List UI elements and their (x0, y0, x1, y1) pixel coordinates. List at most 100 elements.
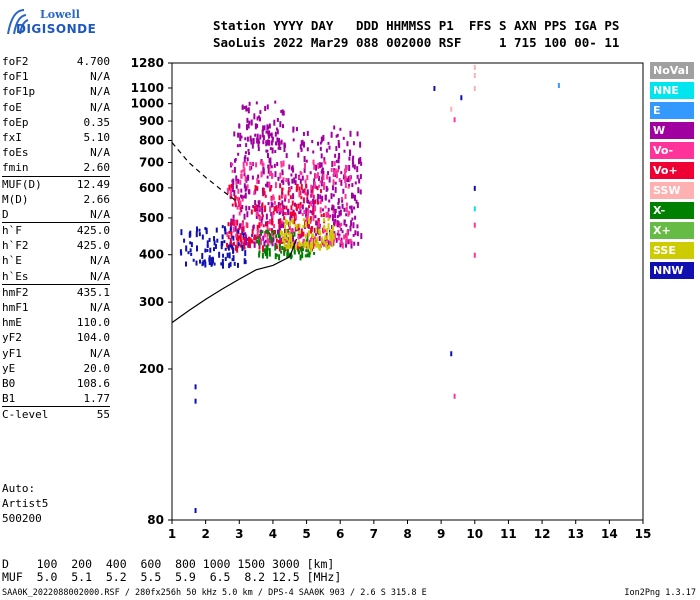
echo-point (347, 185, 350, 189)
echo-point (237, 229, 240, 234)
echo-point (198, 228, 201, 232)
y-tick-label: 600 (139, 181, 164, 195)
echo-point (328, 199, 331, 203)
echo-point (316, 187, 319, 191)
echo-point (302, 231, 305, 237)
echo-point (298, 211, 301, 215)
echo-point (256, 224, 259, 231)
echo-point (263, 248, 266, 254)
echo-point (309, 210, 312, 214)
echo-point (291, 230, 294, 234)
echo-point (256, 137, 259, 144)
echo-point (268, 123, 271, 129)
echo-point (235, 235, 238, 240)
echo-point (307, 209, 310, 216)
echo-point (221, 258, 224, 264)
echo-point (213, 262, 216, 266)
echo-point (290, 205, 293, 211)
echo-point (244, 232, 247, 236)
echo-point (332, 193, 335, 197)
echo-point (227, 244, 230, 251)
echo-point (290, 254, 293, 258)
echo-point (236, 205, 239, 210)
echo-point (266, 175, 269, 179)
echo-point (317, 193, 320, 199)
echo-point (281, 194, 284, 198)
echo-point (280, 139, 283, 145)
echo-point (221, 225, 224, 229)
echo-point (277, 139, 280, 146)
echo-point (293, 177, 296, 184)
echo-point (223, 240, 226, 244)
echo-point (281, 171, 284, 176)
echo-point (318, 223, 321, 227)
echo-point (346, 178, 349, 183)
echo-point (337, 201, 340, 205)
echo-point (252, 205, 255, 209)
echo-point (313, 181, 316, 188)
echo-point (293, 247, 296, 254)
echo-point (227, 235, 230, 240)
echo-point (334, 212, 337, 219)
echo-point (311, 140, 314, 144)
echo-point (274, 244, 277, 251)
echo-point (211, 259, 214, 266)
echo-point (324, 229, 327, 233)
echo-point (302, 141, 305, 148)
legend-item-e: E (650, 102, 694, 119)
echo-point (336, 133, 339, 137)
echo-point (307, 205, 310, 209)
echo-point (333, 221, 336, 227)
echo-point (268, 165, 271, 169)
param-row: yE 20.0 (2, 361, 110, 376)
echo-point (345, 234, 348, 241)
echo-point (234, 201, 237, 206)
param-value: 2.66 (83, 192, 111, 206)
echo-point (303, 167, 306, 173)
echo-point (208, 237, 211, 242)
echo-point (235, 184, 238, 189)
echo-point (240, 188, 243, 193)
echo-point (242, 232, 245, 238)
echo-point (256, 204, 259, 211)
echo-point (341, 242, 344, 249)
echo-point (285, 178, 288, 183)
echo-point (278, 221, 281, 228)
param-row: foEs N/A (2, 145, 110, 160)
echo-point (330, 131, 333, 138)
echo-point (180, 251, 183, 256)
echo-point (288, 188, 291, 192)
echo-point (302, 224, 305, 228)
echo-point (311, 234, 314, 238)
echo-point (255, 207, 258, 213)
isolated-echo-point (194, 398, 197, 404)
echo-point (332, 225, 335, 232)
echo-point (289, 195, 292, 200)
echo-point (287, 243, 290, 248)
echo-point (254, 123, 257, 130)
echo-point (254, 185, 257, 192)
echo-point (195, 231, 198, 238)
echo-point (308, 251, 311, 258)
echo-point (288, 164, 291, 170)
echo-point (343, 219, 346, 223)
echo-point (354, 215, 357, 220)
echo-point (235, 175, 238, 182)
echo-point (226, 231, 229, 237)
echo-point (226, 252, 229, 258)
echo-point (241, 198, 244, 202)
echo-point (349, 225, 352, 232)
echo-point (278, 195, 281, 201)
echo-point (307, 249, 310, 253)
echo-point (300, 228, 303, 235)
echo-point (263, 242, 266, 247)
echo-point (334, 219, 337, 225)
echo-point (239, 143, 242, 147)
echo-point (270, 170, 273, 174)
isolated-echo-point (460, 95, 463, 101)
echo-point (209, 247, 212, 253)
header-values: SaoLuis 2022 Mar29 088 002000 RSF 1 715 … (213, 35, 620, 50)
echo-point (301, 243, 304, 247)
echo-point (236, 237, 239, 243)
echo-point (298, 223, 301, 228)
